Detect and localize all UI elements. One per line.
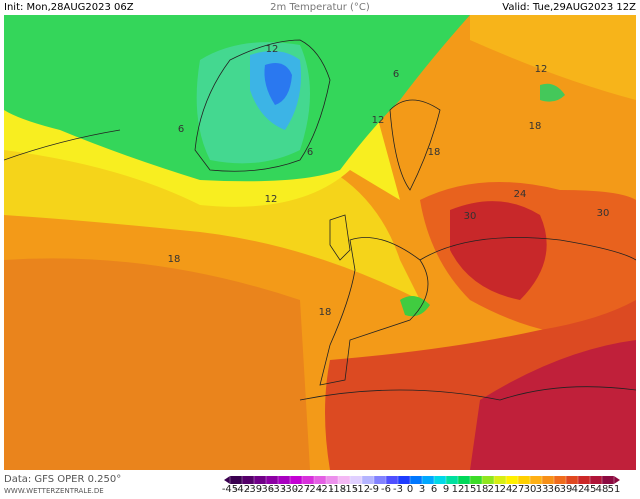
colorbar-label: -6 [381, 484, 391, 495]
colorbar-segment [446, 476, 458, 484]
colorbar-label: 42 [572, 484, 585, 495]
colorbar-label: 3 [419, 484, 425, 495]
data-source: Data: GFS OPER 0.250° [4, 474, 121, 485]
colorbar-label: 9 [443, 484, 449, 495]
colorbar-label: 6 [431, 484, 437, 495]
colorbar-segment [530, 476, 542, 484]
colorbar-label: 30 [524, 484, 537, 495]
colorbar-segment [578, 476, 590, 484]
temperature-field [4, 15, 636, 470]
colorbar-label: -30 [282, 484, 298, 495]
colorbar-segment [242, 476, 254, 484]
colorbar-label: -3 [393, 484, 403, 495]
colorbar-label: -9 [369, 484, 379, 495]
colorbar-segment [338, 476, 350, 484]
colorbar-segment [518, 476, 530, 484]
colorbar-segment [410, 476, 422, 484]
colorbar-label: 18 [476, 484, 489, 495]
colorbar-segment [278, 476, 290, 484]
colorbar-segment [350, 476, 362, 484]
colorbar-label: 39 [560, 484, 573, 495]
contour-label: 6 [393, 69, 399, 80]
contour-label: 12 [372, 115, 385, 126]
colorbar-label: -36 [258, 484, 274, 495]
colorbar-segment [254, 476, 266, 484]
colorbar-segment [398, 476, 410, 484]
colorbar-label: -27 [294, 484, 310, 495]
website: WWW.WETTERZENTRALE.DE [4, 487, 104, 495]
colorbar-label: -21 [318, 484, 334, 495]
colorbar-label: -18 [330, 484, 346, 495]
colorbar-label: 36 [548, 484, 561, 495]
colorbar-label: 24 [500, 484, 513, 495]
contour-label: 18 [168, 254, 181, 265]
contour-label: 18 [319, 307, 332, 318]
colorbar-segment [554, 476, 566, 484]
contour-label: 18 [529, 121, 542, 132]
colorbar-segment [314, 476, 326, 484]
colorbar-segment [362, 476, 374, 484]
colorbar-label: -15 [342, 484, 358, 495]
colorbar-label: -33 [270, 484, 286, 495]
contour-label: 6 [178, 124, 184, 135]
colorbar-segment [494, 476, 506, 484]
colorbar-segment [482, 476, 494, 484]
contour-label: 24 [514, 189, 527, 200]
colorbar-label: 12 [452, 484, 465, 495]
colorbar-label: -39 [246, 484, 262, 495]
colorbar-label: 51 [608, 484, 621, 495]
contour-label: 30 [597, 208, 610, 219]
colorbar-label: 33 [536, 484, 549, 495]
colorbar-segment [542, 476, 554, 484]
colorbar-segment [302, 476, 314, 484]
init-time: Init: Mon,28AUG2023 06Z [4, 2, 134, 13]
colorbar-label: 21 [488, 484, 501, 495]
colorbar-segment [470, 476, 482, 484]
colorbar-label: 45 [584, 484, 597, 495]
colorbar-segment [230, 476, 242, 484]
colorbar-segment [386, 476, 398, 484]
valid-time: Valid: Tue,29AUG2023 12Z [502, 2, 636, 13]
map-title: 2m Temperatur (°C) [270, 2, 370, 13]
colorbar-segment [566, 476, 578, 484]
contour-label: 6 [307, 147, 313, 158]
colorbar-segment [602, 476, 614, 484]
colorbar-segment [290, 476, 302, 484]
colorbar-label: 27 [512, 484, 525, 495]
colorbar-segment [506, 476, 518, 484]
colorbar-label: -42 [234, 484, 250, 495]
colorbar-arrow-high [614, 476, 620, 484]
colorbar-segment [458, 476, 470, 484]
colorbar-arrow-low [224, 476, 230, 484]
colorbar-label: -45 [222, 484, 238, 495]
colorbar-label: 15 [464, 484, 477, 495]
contour-label: 12 [265, 194, 278, 205]
colorbar-segment [266, 476, 278, 484]
contour-label: 12 [266, 44, 279, 55]
colorbar-label: -12 [354, 484, 370, 495]
colorbar-segment [434, 476, 446, 484]
colorbar-segment [590, 476, 602, 484]
contour-label: 12 [535, 64, 548, 75]
contour-label: 18 [428, 147, 441, 158]
contour-label: 30 [464, 211, 477, 222]
colorbar-label: 0 [407, 484, 413, 495]
colorbar-segment [422, 476, 434, 484]
colorbar-label: -24 [306, 484, 322, 495]
colorbar-segment [326, 476, 338, 484]
colorbar-segment [374, 476, 386, 484]
colorbar-label: 48 [596, 484, 609, 495]
